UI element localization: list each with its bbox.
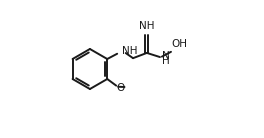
Text: NH: NH: [122, 46, 137, 56]
Text: O: O: [117, 83, 125, 93]
Text: H: H: [162, 56, 170, 66]
Text: N: N: [162, 51, 170, 61]
Text: OH: OH: [172, 39, 188, 49]
Text: NH: NH: [139, 21, 155, 31]
